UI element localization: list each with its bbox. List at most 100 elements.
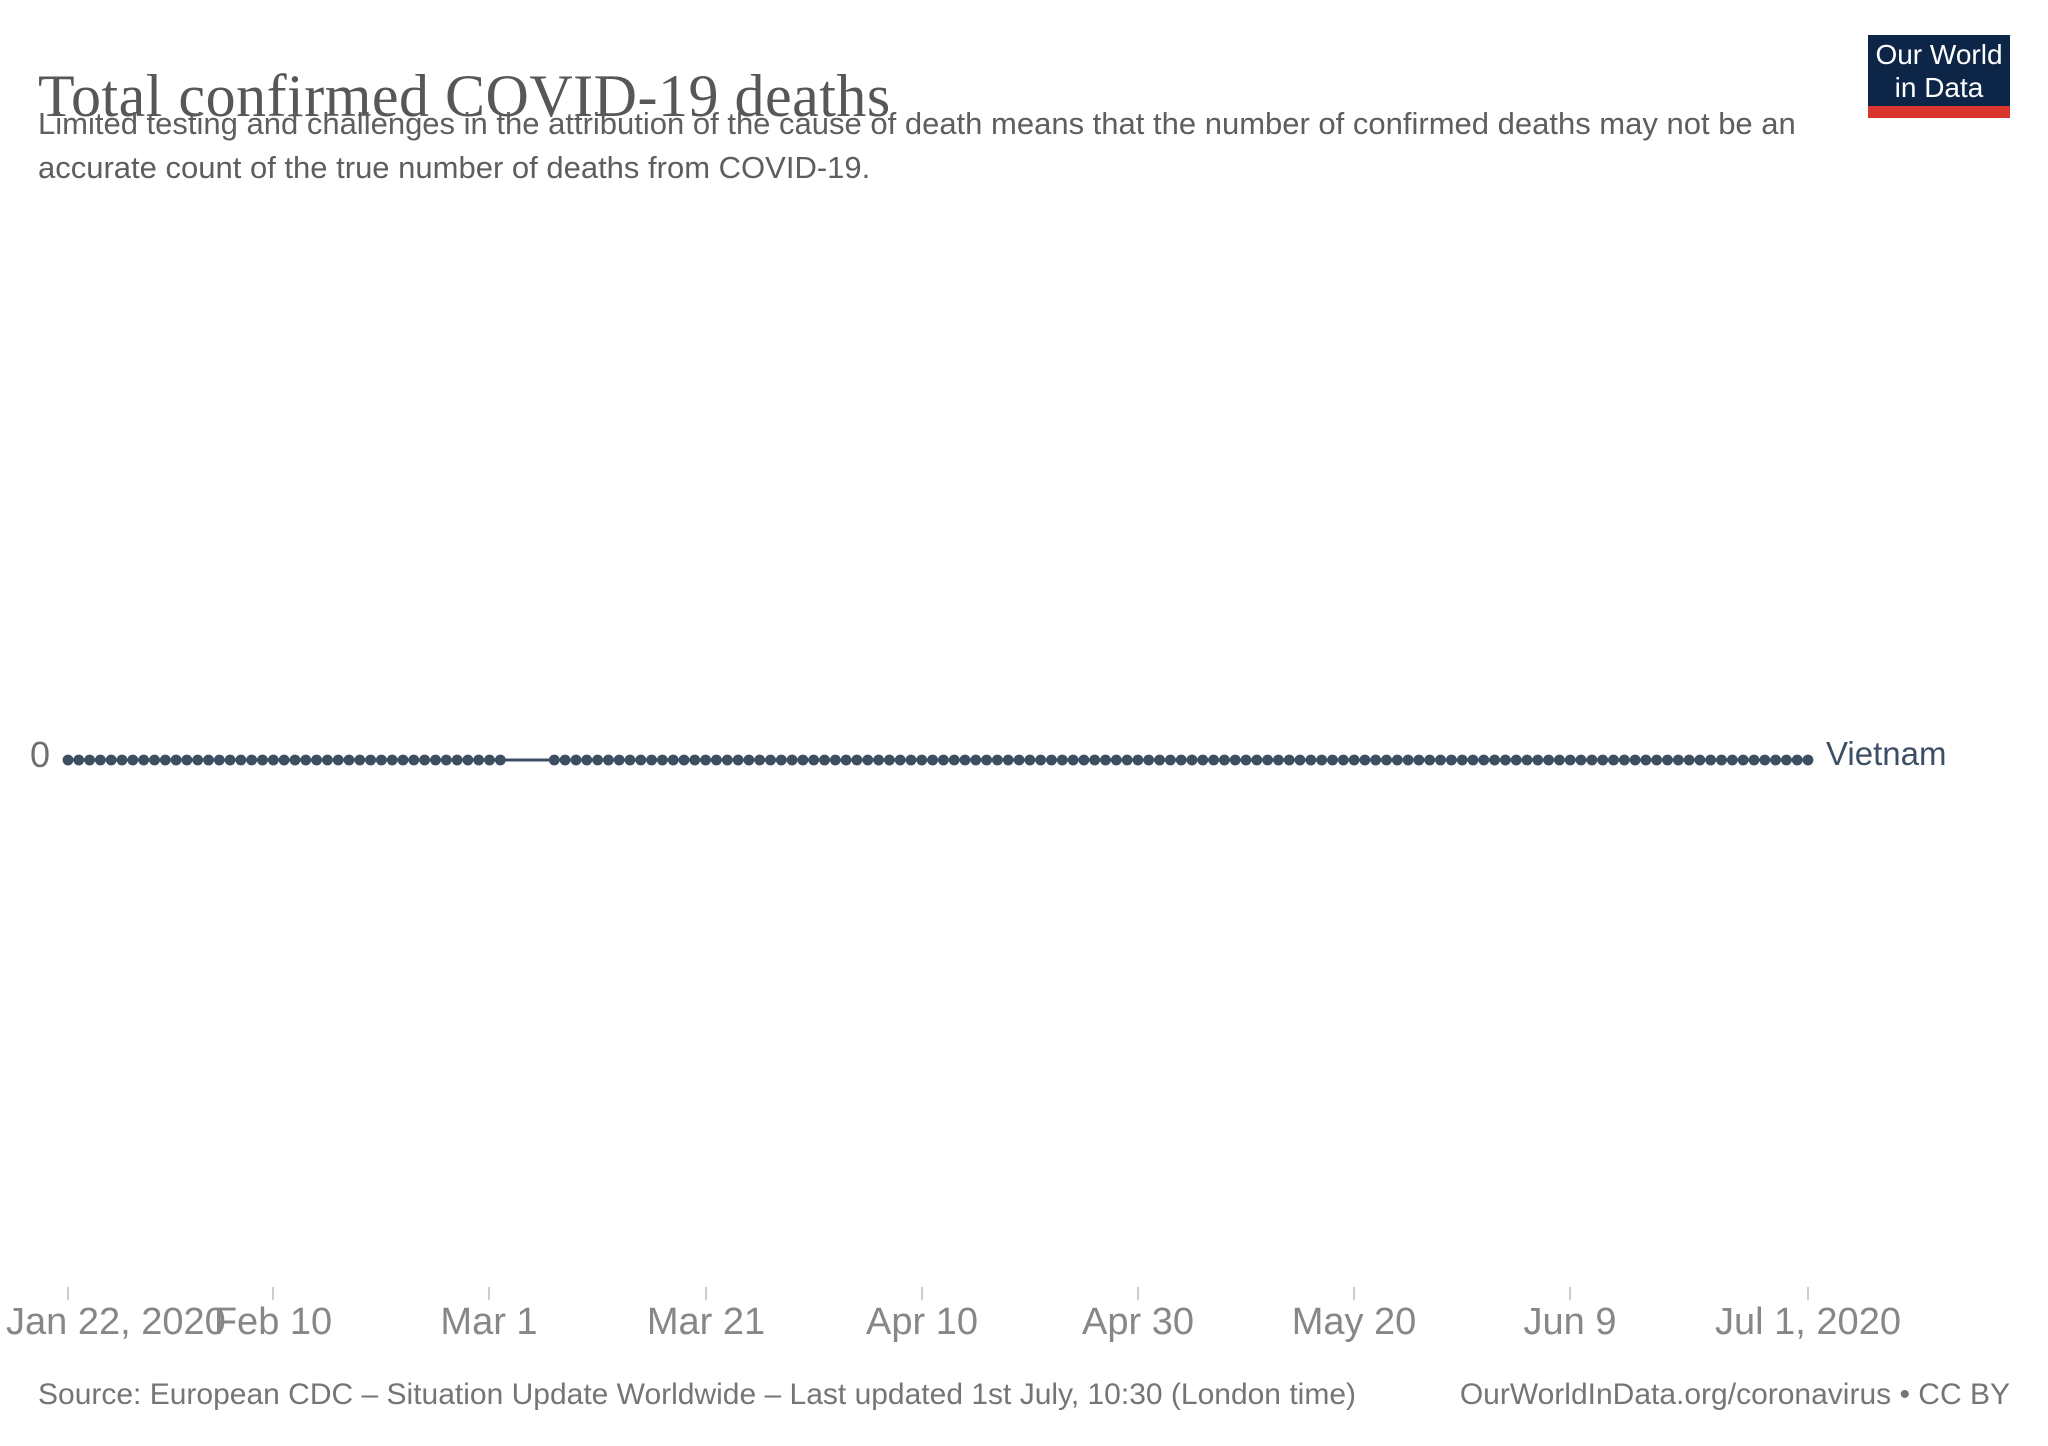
data-point-marker: [646, 754, 657, 766]
data-point-marker: [1186, 754, 1198, 766]
data-point-marker: [494, 754, 506, 766]
data-point-marker: [1510, 754, 1522, 766]
data-point-marker: [257, 754, 268, 766]
data-point-marker: [484, 754, 495, 766]
data-point-marker: [1575, 754, 1587, 766]
data-point-marker: [159, 754, 171, 766]
data-point-marker: [343, 754, 355, 766]
data-point-marker: [213, 754, 225, 766]
data-point-marker: [1046, 754, 1057, 766]
data-point-marker: [1716, 754, 1727, 766]
data-point-marker: [376, 754, 387, 766]
data-point-marker: [873, 754, 884, 766]
data-point-marker: [1219, 754, 1230, 766]
credit-link[interactable]: OurWorldInData.org/coronavirus • CC BY: [1459, 1378, 2010, 1411]
data-point-marker: [1478, 754, 1490, 766]
data-point-marker: [1078, 754, 1090, 766]
x-axis-tick: [67, 1287, 69, 1300]
data-point-marker: [386, 754, 398, 766]
data-point-marker: [624, 754, 636, 766]
data-point-marker: [581, 754, 593, 766]
data-point-marker: [419, 754, 430, 766]
x-axis-tick: [1353, 1287, 1355, 1300]
data-point-marker: [1121, 754, 1133, 766]
data-point-marker: [894, 754, 906, 766]
data-point-marker: [711, 754, 722, 766]
data-point-marker: [1262, 754, 1273, 766]
owid-logo[interactable]: Our World in Data: [1868, 35, 2010, 118]
data-point-marker: [635, 754, 647, 766]
data-point-marker: [1802, 754, 1814, 766]
x-axis-tick: [488, 1287, 490, 1300]
data-point-marker: [1273, 754, 1284, 766]
data-point-marker: [786, 754, 798, 766]
data-point-marker: [1597, 754, 1609, 766]
data-point-marker: [1500, 754, 1511, 766]
data-point-marker: [959, 754, 971, 766]
x-axis-tick-label: Apr 10: [866, 1301, 978, 1343]
data-point-marker: [1067, 754, 1079, 766]
data-point-marker: [1640, 754, 1652, 766]
entity-label-vietnam: Vietnam: [1826, 735, 1947, 772]
footer: Source: European CDC – Situation Update …: [38, 1378, 2010, 1412]
data-point-marker: [311, 754, 322, 766]
data-point-marker: [267, 754, 279, 766]
data-point-marker: [1283, 754, 1295, 766]
data-point-marker: [743, 754, 755, 766]
data-point-marker: [289, 754, 301, 766]
data-point-marker: [1543, 754, 1554, 766]
data-point-marker: [1564, 754, 1576, 766]
data-point-marker: [775, 754, 787, 766]
x-axis: Jan 22, 2020 Feb 10 Mar 1 Mar 21 Apr 10 Apr 3…: [0, 1301, 2048, 1352]
data-point-marker: [862, 754, 874, 766]
data-point-marker: [1737, 754, 1749, 766]
data-point-marker: [1100, 754, 1111, 766]
x-axis-tick: [921, 1287, 923, 1300]
data-point-marker: [138, 754, 150, 766]
data-point-marker: [700, 754, 711, 766]
logo-text-line1: Our World: [1875, 38, 2003, 70]
data-point-marker: [1110, 754, 1122, 766]
data-point-marker: [1294, 754, 1306, 766]
data-point-marker: [365, 754, 376, 766]
data-point-marker: [1467, 754, 1479, 766]
data-point-marker: [332, 754, 344, 766]
data-point-marker: [1391, 754, 1403, 766]
data-point-marker: [797, 754, 809, 766]
data-point-marker: [1683, 754, 1695, 766]
x-axis-tick: [705, 1287, 707, 1300]
data-point-marker: [721, 754, 733, 766]
data-point-marker: [1251, 754, 1263, 766]
data-point-marker: [1208, 754, 1219, 766]
data-point-marker: [1154, 754, 1165, 766]
data-point-marker: [1035, 754, 1047, 766]
data-point-marker: [451, 754, 463, 766]
data-point-marker: [1618, 754, 1630, 766]
data-point-marker: [1608, 754, 1619, 766]
data-point-marker: [1759, 754, 1771, 766]
data-point-marker: [667, 754, 679, 766]
data-point-marker: [938, 754, 949, 766]
data-point-marker: [1024, 754, 1036, 766]
data-point-marker: [278, 754, 290, 766]
data-point-marker: [851, 754, 863, 766]
data-point-marker: [1143, 754, 1155, 766]
data-point-marker: [1132, 754, 1144, 766]
data-point-marker: [1446, 754, 1457, 766]
y-axis-tick-label: 0: [29, 734, 50, 775]
data-point-marker: [354, 754, 366, 766]
data-point-marker: [1197, 754, 1209, 766]
data-point-marker: [948, 754, 960, 766]
data-point-marker: [657, 754, 668, 766]
data-point-marker: [603, 754, 614, 766]
data-point-marker: [1089, 754, 1101, 766]
data-point-marker: [970, 754, 982, 766]
data-point-marker: [1413, 754, 1425, 766]
x-axis-tick-label: May 20: [1291, 1301, 1417, 1343]
data-point-marker: [1240, 754, 1252, 766]
data-point-marker: [1327, 754, 1338, 766]
data-point-marker: [246, 754, 258, 766]
data-point-marker: [905, 754, 917, 766]
